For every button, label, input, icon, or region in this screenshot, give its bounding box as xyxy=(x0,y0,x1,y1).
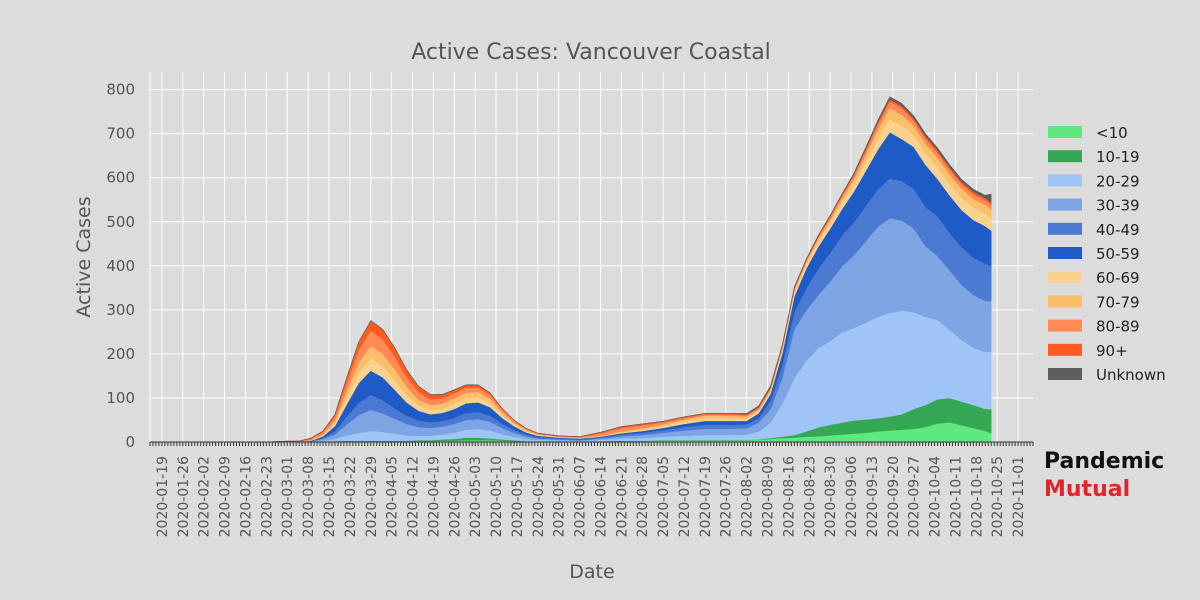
y-axis-label: Active Cases xyxy=(73,196,95,317)
legend-swatch xyxy=(1048,222,1082,235)
legend-swatch xyxy=(1048,271,1082,284)
x-tick-label: 2020-08-16 xyxy=(781,456,797,537)
legend-label: 40-49 xyxy=(1096,221,1140,239)
x-tick-label: 2020-02-09 xyxy=(218,456,234,537)
legend: <10 10-19 20-29 30-39 40-49 50-59 60-69 70-79 80… xyxy=(1048,124,1166,384)
x-ticks: 2020-01-19 2020-01-26 2020-02-02 2020-02-09… xyxy=(155,456,1027,537)
legend-swatch xyxy=(1048,319,1082,332)
x-tick-label: 2020-04-05 xyxy=(385,456,401,537)
x-tick-label: 2020-01-26 xyxy=(176,456,192,537)
x-tick-label: 2020-09-20 xyxy=(886,456,902,537)
x-tick-label: 2020-02-02 xyxy=(197,456,213,537)
y-tick-label: 800 xyxy=(106,81,135,99)
x-tick-label: 2020-03-08 xyxy=(301,456,317,537)
legend-swatch xyxy=(1048,343,1082,356)
x-tick-label: 2020-05-03 xyxy=(468,456,484,537)
y-tick-label: 500 xyxy=(106,213,135,231)
x-tick-label: 2020-02-16 xyxy=(239,456,255,537)
x-tick-label: 2020-07-12 xyxy=(677,456,693,537)
x-tick-label: 2020-03-22 xyxy=(343,456,359,537)
area-series-10 xyxy=(161,96,992,443)
x-tick-label: 2020-08-02 xyxy=(740,456,756,537)
pandemic-mutual-logo: Pandemic Mutual xyxy=(1044,448,1164,504)
legend-swatch xyxy=(1048,174,1082,187)
x-tick-label: 2020-06-14 xyxy=(593,456,609,537)
legend-label: 20-29 xyxy=(1096,172,1140,190)
y-tick-label: 600 xyxy=(106,169,135,187)
x-tick-label: 2020-03-01 xyxy=(280,456,296,537)
x-tick-label: 2020-04-12 xyxy=(406,456,422,537)
x-tick-label: 2020-04-19 xyxy=(426,456,442,537)
x-tick-label: 2020-07-26 xyxy=(719,456,735,537)
chart-title: Active Cases: Vancouver Coastal xyxy=(411,40,771,65)
x-tick-label: 2020-03-29 xyxy=(364,456,380,537)
logo-line-1: Pandemic xyxy=(1044,449,1165,474)
x-tick-label: 2020-10-11 xyxy=(948,456,964,537)
y-tick-label: 400 xyxy=(106,257,135,275)
legend-label: Unknown xyxy=(1096,366,1166,384)
axes xyxy=(149,72,1034,446)
x-tick-label: 2020-05-10 xyxy=(489,456,505,537)
x-tick-label: 2020-06-07 xyxy=(573,456,589,537)
x-tick-label: 2020-06-28 xyxy=(635,456,651,537)
stacked-areas xyxy=(161,96,992,443)
legend-label: 30-39 xyxy=(1096,197,1140,215)
x-tick-label: 2020-08-09 xyxy=(761,456,777,537)
x-tick-label: 2020-10-18 xyxy=(969,456,985,537)
legend-label: 80-89 xyxy=(1096,318,1140,336)
x-axis-label: Date xyxy=(569,561,614,583)
legend-label: 60-69 xyxy=(1096,269,1140,287)
legend-swatch xyxy=(1048,295,1082,308)
x-tick-label: 2020-07-05 xyxy=(656,456,672,537)
x-tick-label: 2020-08-23 xyxy=(802,456,818,537)
x-tick-label: 2020-05-31 xyxy=(552,456,568,537)
legend-label: 50-59 xyxy=(1096,245,1140,263)
y-tick-label: 200 xyxy=(106,345,135,363)
legend-swatch xyxy=(1048,368,1082,380)
x-tick-label: 2020-06-21 xyxy=(614,456,630,537)
x-tick-label: 2020-04-26 xyxy=(447,456,463,537)
legend-swatch xyxy=(1048,150,1082,163)
y-ticks: 0 100 200 300 400 500 600 700 800 xyxy=(106,81,135,451)
x-tick-label: 2020-10-04 xyxy=(928,456,944,537)
x-tick-label: 2020-09-06 xyxy=(844,456,860,537)
y-tick-label: 300 xyxy=(106,301,135,319)
legend-swatch xyxy=(1048,126,1082,138)
x-tick-label: 2020-10-25 xyxy=(990,456,1006,537)
x-tick-label: 2020-07-19 xyxy=(698,456,714,537)
x-tick-label: 2020-01-19 xyxy=(155,456,171,537)
legend-label: <10 xyxy=(1096,124,1128,142)
legend-swatch xyxy=(1048,198,1082,211)
x-tick-label: 2020-09-13 xyxy=(865,456,881,537)
legend-label: 70-79 xyxy=(1096,293,1140,311)
x-tick-label: 2020-05-17 xyxy=(510,456,526,537)
x-tick-label: 2020-11-01 xyxy=(1011,456,1027,537)
x-tick-label: 2020-02-23 xyxy=(259,456,275,537)
legend-label: 10-19 xyxy=(1096,148,1140,166)
x-tick-label: 2020-05-24 xyxy=(531,456,547,537)
x-tick-label: 2020-08-30 xyxy=(823,456,839,537)
y-tick-label: 0 xyxy=(125,433,135,451)
logo-line-2: Mutual xyxy=(1044,477,1131,502)
x-tick-label: 2020-03-15 xyxy=(322,456,338,537)
legend-label: 90+ xyxy=(1096,342,1128,360)
y-tick-label: 700 xyxy=(106,125,135,143)
legend-swatch xyxy=(1048,247,1082,259)
y-tick-label: 100 xyxy=(106,389,135,407)
x-tick-label: 2020-09-27 xyxy=(907,456,923,537)
